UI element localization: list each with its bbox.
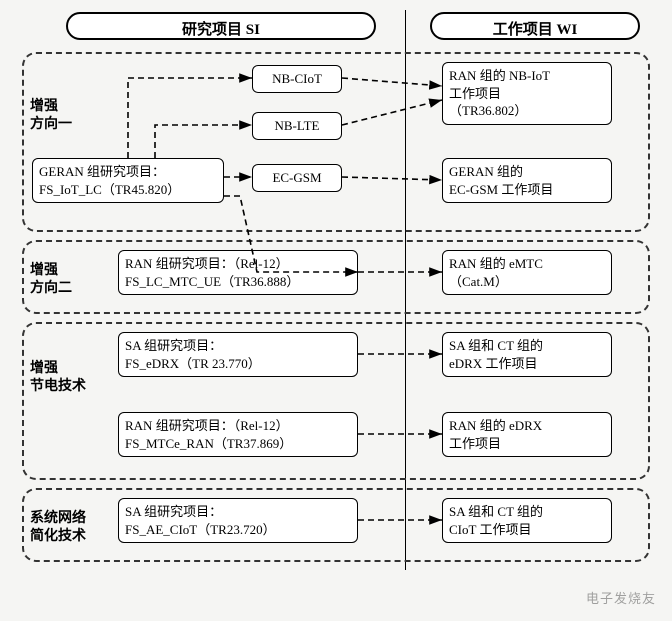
node-ran-emtc: RAN 组的 eMTC（Cat.M）	[442, 250, 612, 295]
node-sa-edrx-si-text: SA 组研究项目：FS_eDRX（TR 23.770）	[125, 338, 261, 371]
node-ran-edrx-wi: RAN 组的 eDRX工作项目	[442, 412, 612, 457]
node-ran-nbiot-wi-text: RAN 组的 NB-IoT工作项目（TR36.802）	[449, 68, 550, 118]
section-3-label: 增强节电技术	[30, 360, 86, 396]
node-sa-ct-edrx-wi: SA 组和 CT 组的eDRX 工作项目	[442, 332, 612, 377]
node-sa-ct-ciot-wi-text: SA 组和 CT 组的CIoT 工作项目	[449, 504, 543, 537]
node-ec-gsm: EC-GSM	[252, 164, 342, 192]
node-geran-ecgsm-wi-text: GERAN 组的EC-GSM 工作项目	[449, 164, 553, 197]
node-sa-ae-si: SA 组研究项目：FS_AE_CIoT（TR23.720）	[118, 498, 358, 543]
node-ran-emtc-text: RAN 组的 eMTC（Cat.M）	[449, 256, 543, 289]
node-geran-si-text: GERAN 组研究项目：FS_IoT_LC（TR45.820）	[39, 164, 180, 197]
node-ran-si-text: RAN 组研究项目：（Rel-12）FS_LC_MTC_UE（TR36.888）	[125, 256, 299, 289]
node-ran-nbiot-wi: RAN 组的 NB-IoT工作项目（TR36.802）	[442, 62, 612, 125]
node-nb-lte: NB-LTE	[252, 112, 342, 140]
node-sa-edrx-si: SA 组研究项目：FS_eDRX（TR 23.770）	[118, 332, 358, 377]
watermark-text: 电子发烧友	[586, 588, 656, 607]
header-right: 工作项目 WI	[430, 12, 640, 40]
node-ran-si: RAN 组研究项目：（Rel-12）FS_LC_MTC_UE（TR36.888）	[118, 250, 358, 295]
header-right-text: 工作项目 WI	[493, 22, 578, 38]
section-4-label: 系统网络简化技术	[30, 510, 86, 546]
node-ran-mtce-si: RAN 组研究项目：（Rel-12）FS_MTCe_RAN（TR37.869）	[118, 412, 358, 457]
node-sa-ct-ciot-wi: SA 组和 CT 组的CIoT 工作项目	[442, 498, 612, 543]
node-sa-ct-edrx-wi-text: SA 组和 CT 组的eDRX 工作项目	[449, 338, 543, 371]
node-nb-lte-text: NB-LTE	[274, 118, 319, 133]
node-geran-si: GERAN 组研究项目：FS_IoT_LC（TR45.820）	[32, 158, 224, 203]
header-left-text: 研究项目 SI	[182, 22, 260, 38]
section-1-label: 增强方向一	[30, 98, 72, 134]
diagram-root: 研究项目 SI 工作项目 WI 增强方向一 增强方向二 增强节电技术 系统网络简…	[10, 10, 662, 611]
node-ran-edrx-wi-text: RAN 组的 eDRX工作项目	[449, 418, 542, 451]
node-nb-ciot: NB-CIoT	[252, 65, 342, 93]
header-left: 研究项目 SI	[66, 12, 376, 40]
node-ran-mtce-si-text: RAN 组研究项目：（Rel-12）FS_MTCe_RAN（TR37.869）	[125, 418, 292, 451]
node-nb-ciot-text: NB-CIoT	[272, 71, 322, 86]
node-sa-ae-si-text: SA 组研究项目：FS_AE_CIoT（TR23.720）	[125, 504, 276, 537]
section-2-label: 增强方向二	[30, 262, 72, 298]
node-ec-gsm-text: EC-GSM	[272, 170, 321, 185]
node-geran-ecgsm-wi: GERAN 组的EC-GSM 工作项目	[442, 158, 612, 203]
